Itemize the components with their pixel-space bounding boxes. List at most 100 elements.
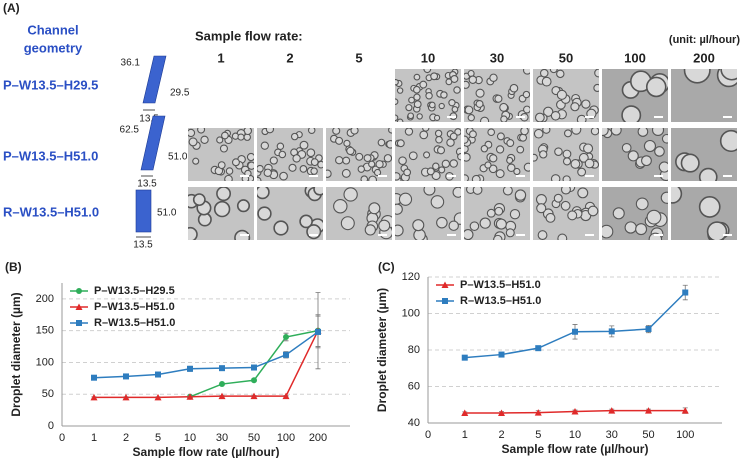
droplet bbox=[671, 187, 683, 204]
droplet bbox=[247, 161, 254, 170]
droplet bbox=[507, 163, 516, 173]
droplet bbox=[519, 133, 528, 142]
droplet bbox=[306, 148, 316, 158]
y-tick-label: 40 bbox=[408, 417, 420, 429]
droplet bbox=[495, 218, 507, 230]
droplet bbox=[260, 141, 269, 150]
micrograph bbox=[188, 128, 254, 181]
x-tick-label: 2 bbox=[498, 429, 504, 441]
y-tick-label: 50 bbox=[42, 388, 54, 400]
droplet bbox=[493, 234, 503, 240]
micrograph bbox=[671, 128, 737, 181]
dim-label: 13.5 bbox=[137, 179, 157, 190]
droplet bbox=[257, 164, 264, 173]
scale-bar bbox=[654, 116, 663, 118]
x-tick-label: 0 bbox=[425, 429, 431, 441]
droplet bbox=[560, 200, 571, 211]
droplet bbox=[288, 163, 297, 172]
x-tick-label: 10 bbox=[184, 432, 196, 444]
micrograph bbox=[533, 187, 599, 240]
scale-bar bbox=[585, 234, 594, 236]
droplet bbox=[550, 174, 561, 181]
micrograph bbox=[464, 69, 530, 122]
droplet bbox=[453, 86, 461, 94]
droplet bbox=[545, 212, 556, 223]
droplet bbox=[200, 135, 209, 144]
droplet bbox=[635, 197, 649, 211]
dim-label: 51.0 bbox=[168, 152, 188, 163]
droplet bbox=[562, 149, 572, 159]
droplet bbox=[422, 128, 430, 132]
droplet bbox=[468, 75, 478, 84]
droplets bbox=[188, 128, 254, 181]
droplet bbox=[395, 78, 399, 86]
droplet bbox=[278, 150, 287, 159]
unit-label: (unit: µl/hour) bbox=[669, 34, 740, 46]
droplet bbox=[265, 128, 275, 134]
droplet bbox=[436, 146, 446, 155]
droplet bbox=[464, 105, 474, 115]
row-label: P–W13.5–H29.5 bbox=[3, 77, 98, 92]
scale-bar bbox=[654, 175, 663, 177]
droplet bbox=[216, 187, 232, 202]
droplet bbox=[317, 160, 323, 169]
droplet bbox=[523, 105, 530, 114]
droplet bbox=[654, 146, 665, 157]
micrograph bbox=[188, 187, 254, 240]
droplets bbox=[535, 187, 599, 240]
droplet bbox=[543, 106, 554, 117]
droplet bbox=[660, 191, 668, 204]
marker bbox=[251, 377, 257, 384]
droplet bbox=[557, 233, 568, 240]
droplet bbox=[539, 69, 549, 78]
micrograph bbox=[257, 128, 323, 181]
droplet bbox=[651, 128, 665, 137]
droplet bbox=[471, 174, 481, 181]
marker bbox=[218, 392, 226, 400]
droplet bbox=[438, 166, 446, 174]
y-tick-label: 120 bbox=[402, 271, 420, 283]
droplet bbox=[570, 102, 580, 112]
droplet bbox=[335, 156, 344, 165]
micrograph bbox=[533, 128, 599, 181]
droplet bbox=[279, 171, 288, 181]
droplet bbox=[556, 69, 565, 79]
droplet bbox=[523, 162, 530, 172]
droplet bbox=[360, 175, 369, 181]
micrograph bbox=[395, 128, 461, 181]
droplet bbox=[412, 219, 425, 232]
droplet bbox=[495, 145, 505, 154]
droplet bbox=[505, 228, 515, 238]
droplet bbox=[368, 160, 376, 168]
droplet bbox=[224, 174, 233, 181]
droplet bbox=[549, 69, 558, 74]
x-tick-label: 0 bbox=[59, 432, 65, 444]
scale-bar bbox=[240, 175, 249, 177]
droplet bbox=[495, 169, 505, 179]
x-tick-label: 100 bbox=[277, 432, 295, 444]
droplet bbox=[480, 144, 489, 153]
scale-bar bbox=[309, 234, 318, 236]
x-tick-label: 30 bbox=[606, 429, 618, 441]
droplet bbox=[408, 151, 418, 161]
micrograph bbox=[671, 69, 737, 122]
droplet bbox=[533, 153, 538, 162]
droplet bbox=[577, 167, 587, 177]
droplets bbox=[395, 128, 461, 181]
droplet bbox=[299, 140, 309, 150]
scale-bar bbox=[585, 175, 594, 177]
droplets bbox=[464, 69, 530, 122]
marker bbox=[645, 407, 652, 414]
droplet bbox=[541, 76, 552, 87]
marker bbox=[186, 393, 194, 400]
droplet bbox=[398, 192, 413, 206]
x-tick-label: 200 bbox=[309, 432, 327, 444]
droplet bbox=[624, 221, 637, 234]
scale-bar bbox=[447, 175, 456, 177]
droplet bbox=[464, 135, 469, 144]
droplet bbox=[335, 136, 344, 145]
droplets bbox=[621, 70, 668, 122]
droplet bbox=[560, 187, 571, 195]
micrograph bbox=[464, 128, 530, 181]
x-tick-label: 50 bbox=[248, 432, 260, 444]
